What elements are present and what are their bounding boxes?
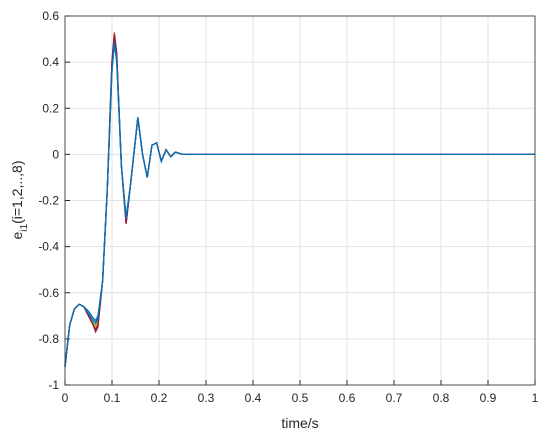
y-tick-label: -0.8 xyxy=(38,332,59,346)
x-tick-label: 0.8 xyxy=(433,391,450,405)
x-tick-label: 0.6 xyxy=(339,391,356,405)
series-line xyxy=(64,41,535,367)
y-tick-label: -0.2 xyxy=(38,194,59,208)
x-tick-label: 0.3 xyxy=(198,391,215,405)
y-axis-label: ei1(i=1,2,..,8) xyxy=(9,160,30,239)
y-tick-label: 0.6 xyxy=(42,9,59,23)
y-tick-label: 0.4 xyxy=(42,55,59,69)
x-tick-label: 0.9 xyxy=(480,391,497,405)
y-tick-label: 0.2 xyxy=(42,101,59,115)
x-tick-label: 1 xyxy=(532,391,539,405)
x-tick-label: 0.2 xyxy=(151,391,168,405)
y-label-rest: (i=1,2,..,8) xyxy=(9,160,25,223)
x-tick-label: 0.5 xyxy=(292,391,309,405)
y-label-sub: i1 xyxy=(19,223,30,231)
y-tick-label: 0 xyxy=(52,147,59,161)
x-tick-label: 0 xyxy=(62,391,69,405)
x-tick-label: 0.4 xyxy=(245,391,262,405)
y-tick-label: -0.6 xyxy=(38,286,59,300)
y-label-main: e xyxy=(9,232,25,240)
y-tick-label: -1 xyxy=(48,378,59,392)
y-tick-label: -0.4 xyxy=(38,240,59,254)
plot-frame xyxy=(64,15,536,386)
x-tick-label: 0.7 xyxy=(386,391,403,405)
x-tick-label: 0.1 xyxy=(104,391,121,405)
x-axis-label: time/s xyxy=(281,415,318,431)
